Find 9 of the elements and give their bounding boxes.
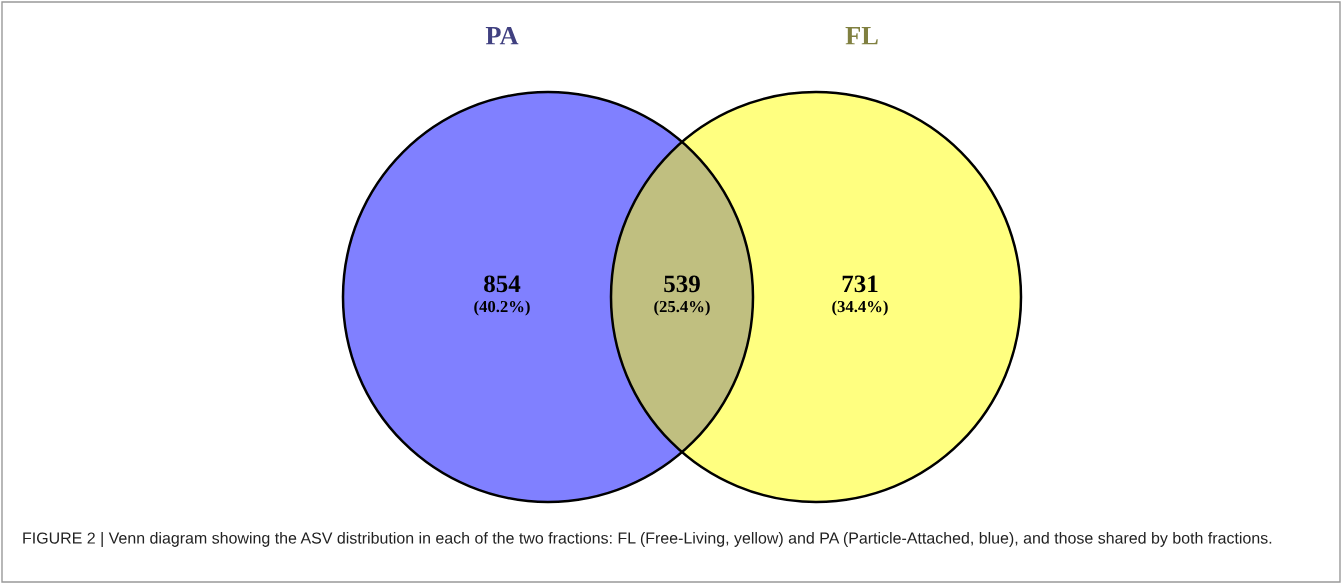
text: PA bbox=[485, 26, 519, 45]
text: (25.4%) bbox=[654, 300, 710, 316]
text: FL bbox=[845, 27, 878, 45]
data-label: 539 bbox=[664, 275, 700, 293]
caption: FIGURE 2 | Venn diagram showing the ASV distribution in each of the two fractions: FL (Free-Living, yellow) and PA (Particle-Attached, blue), and those shared by both fractions. bbox=[23, 532, 1272, 547]
data-label: 854 bbox=[484, 275, 521, 293]
text: (40.2%) bbox=[474, 300, 530, 316]
data-label: 731 bbox=[842, 275, 878, 293]
text: (34.4%) bbox=[832, 300, 888, 316]
